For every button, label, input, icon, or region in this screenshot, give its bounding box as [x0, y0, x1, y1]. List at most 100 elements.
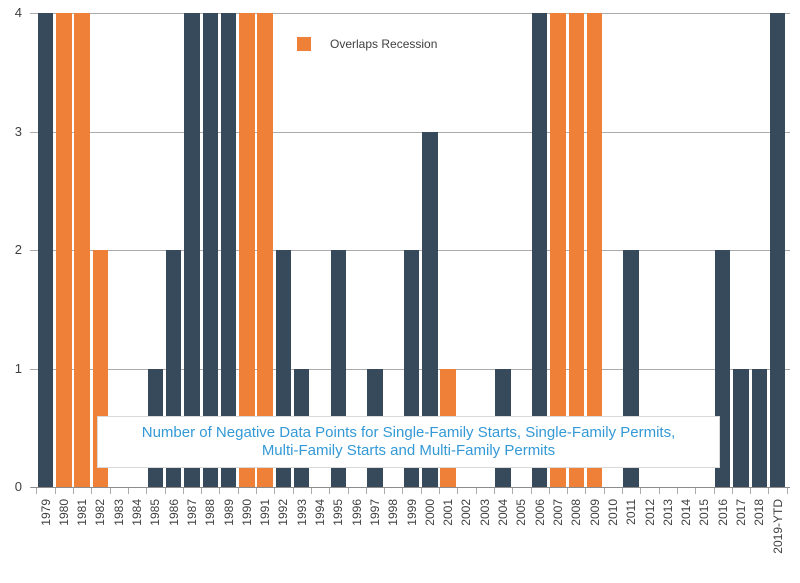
x-tick-label-1995: 1995 [331, 499, 346, 526]
x-axis-tick [182, 488, 184, 494]
x-tick-label-2011: 2011 [624, 499, 639, 525]
x-tick-label-2009: 2009 [587, 499, 602, 526]
x-axis-tick [201, 488, 203, 494]
x-tick-label-2016: 2016 [715, 499, 730, 526]
x-axis-tick [585, 488, 587, 494]
x-axis-tick [73, 488, 74, 494]
bar-1980 [56, 13, 72, 487]
x-tick-label-2018: 2018 [752, 499, 767, 526]
x-axis-tick [146, 488, 148, 494]
x-tick-label-1990: 1990 [239, 499, 254, 526]
y-tick-label-2: 2 [14, 242, 22, 257]
x-tick-label-2008: 2008 [569, 499, 584, 526]
x-axis-tick [292, 488, 294, 494]
x-tick-label-2007: 2007 [551, 499, 565, 526]
x-tick-label-1979: 1979 [38, 499, 53, 526]
x-tick-label-2013: 2013 [660, 499, 675, 526]
x-axis-tick [603, 488, 605, 494]
x-tick-label-2005: 2005 [514, 499, 529, 526]
bar-2019-YTD [769, 13, 786, 487]
x-tick-label-1989: 1989 [221, 499, 236, 526]
x-tick-label-2012: 2012 [642, 499, 657, 526]
x-tick-label-1981: 1981 [75, 499, 90, 526]
gridline-y3 [37, 131, 790, 133]
x-tick-label-1987: 1987 [185, 499, 199, 526]
x-tick-label-2003: 2003 [477, 499, 492, 526]
chart-title-line-1: Number of Negative Data Points for Singl… [141, 423, 676, 441]
recession-legend-swatch-icon [297, 37, 311, 51]
x-axis-tick [731, 488, 733, 494]
x-axis-tick [676, 488, 678, 494]
x-axis-tick [310, 488, 312, 494]
x-tick-label-2017: 2017 [734, 499, 748, 526]
x-axis-tick [768, 488, 770, 494]
x-tick-label-1985: 1985 [148, 499, 163, 526]
x-axis-tick [36, 488, 38, 494]
legend-label: Overlaps Recession [330, 37, 438, 51]
x-axis-tick [365, 488, 367, 494]
x-axis-tick [91, 488, 93, 494]
bar-2000 [422, 131, 438, 487]
x-axis-tick [164, 488, 166, 494]
bar-2008 [568, 13, 585, 487]
x-tick-label-1994: 1994 [313, 499, 328, 526]
x-axis-tick [329, 488, 331, 494]
x-tick-label-1993: 1993 [294, 499, 309, 526]
x-axis-tick [219, 488, 221, 494]
x-tick-label-2000: 2000 [422, 499, 437, 526]
y-tick-label-3: 3 [14, 123, 22, 139]
x-tick-label-1992: 1992 [276, 499, 291, 526]
x-axis-tick [384, 488, 386, 494]
x-tick-label-1983: 1983 [111, 499, 126, 526]
bar-1987 [184, 13, 200, 487]
x-axis-tick [274, 488, 276, 494]
bar-2018 [751, 368, 768, 487]
x-tick-label-2019-YTD: 2019-YTD [770, 499, 785, 554]
bar-1988 [202, 13, 219, 487]
x-tick-label-2014: 2014 [679, 499, 693, 526]
bar-1991 [257, 13, 273, 487]
bar-2009 [586, 13, 603, 487]
bar-2017 [733, 368, 749, 487]
y-axis-tick [30, 13, 37, 14]
x-axis-tick [622, 488, 623, 494]
x-tick-label-1980: 1980 [56, 499, 71, 526]
y-axis-tick [30, 131, 37, 133]
y-axis-tick [30, 368, 37, 370]
x-tick-label-1996: 1996 [349, 499, 364, 526]
x-axis-tick [420, 488, 422, 494]
x-axis-tick [127, 488, 129, 494]
x-tick-label-1997: 1997 [367, 499, 382, 526]
bar-1981 [74, 13, 90, 487]
x-axis-tick [493, 488, 495, 494]
x-axis-tick [347, 488, 349, 494]
y-tick-label-4: 4 [14, 5, 22, 20]
legend: Overlaps Recession [297, 37, 437, 51]
x-tick-label-1982: 1982 [93, 499, 108, 526]
x-axis-tick [439, 488, 440, 494]
x-axis-tick [713, 488, 715, 494]
x-tick-label-1998: 1998 [386, 499, 401, 526]
x-axis-tick [548, 488, 550, 494]
gridline-y4 [37, 13, 790, 14]
x-axis-tick [237, 488, 239, 494]
x-axis-tick [457, 488, 459, 494]
x-tick-label-1999: 1999 [404, 499, 419, 526]
x-tick-label-2010: 2010 [605, 499, 620, 526]
bar-1990 [239, 13, 255, 487]
x-axis-tick [54, 488, 56, 494]
x-axis-line [30, 487, 790, 488]
x-axis-tick [109, 488, 111, 494]
x-tick-label-2004: 2004 [496, 499, 511, 526]
x-axis-tick [402, 488, 404, 494]
x-tick-label-1984: 1984 [130, 499, 145, 526]
x-axis-tick [750, 488, 752, 494]
x-axis-tick [658, 488, 660, 494]
y-tick-label-0: 0 [14, 479, 22, 494]
x-tick-label-2006: 2006 [532, 499, 547, 526]
bar-1979 [37, 13, 54, 487]
x-axis-tick [695, 488, 697, 494]
x-axis-tick [567, 488, 569, 494]
y-axis-tick [30, 250, 37, 251]
